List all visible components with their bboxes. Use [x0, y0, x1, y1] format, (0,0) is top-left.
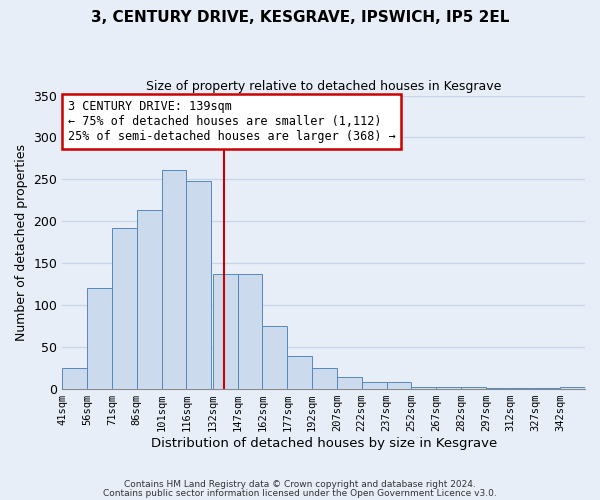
Bar: [262, 326, 287, 389]
Bar: [461, 388, 486, 389]
Bar: [238, 274, 262, 389]
Bar: [486, 388, 511, 389]
Bar: [87, 288, 112, 389]
Bar: [511, 388, 535, 389]
Bar: [62, 368, 87, 389]
Bar: [436, 386, 461, 389]
Bar: [187, 181, 211, 389]
Bar: [560, 388, 585, 389]
Bar: [312, 368, 337, 389]
Bar: [161, 170, 187, 389]
Bar: [112, 228, 137, 389]
Bar: [412, 386, 436, 389]
Y-axis label: Number of detached properties: Number of detached properties: [15, 144, 28, 341]
Bar: [362, 382, 386, 389]
Text: Contains public sector information licensed under the Open Government Licence v3: Contains public sector information licen…: [103, 488, 497, 498]
Title: Size of property relative to detached houses in Kesgrave: Size of property relative to detached ho…: [146, 80, 502, 93]
Bar: [213, 274, 238, 389]
Bar: [535, 388, 560, 389]
Bar: [386, 382, 412, 389]
Bar: [137, 210, 161, 389]
Bar: [337, 376, 362, 389]
Text: 3, CENTURY DRIVE, KESGRAVE, IPSWICH, IP5 2EL: 3, CENTURY DRIVE, KESGRAVE, IPSWICH, IP5…: [91, 10, 509, 25]
Text: 3 CENTURY DRIVE: 139sqm
← 75% of detached houses are smaller (1,112)
25% of semi: 3 CENTURY DRIVE: 139sqm ← 75% of detache…: [68, 100, 395, 143]
Bar: [287, 356, 312, 389]
Text: Contains HM Land Registry data © Crown copyright and database right 2024.: Contains HM Land Registry data © Crown c…: [124, 480, 476, 489]
X-axis label: Distribution of detached houses by size in Kesgrave: Distribution of detached houses by size …: [151, 437, 497, 450]
